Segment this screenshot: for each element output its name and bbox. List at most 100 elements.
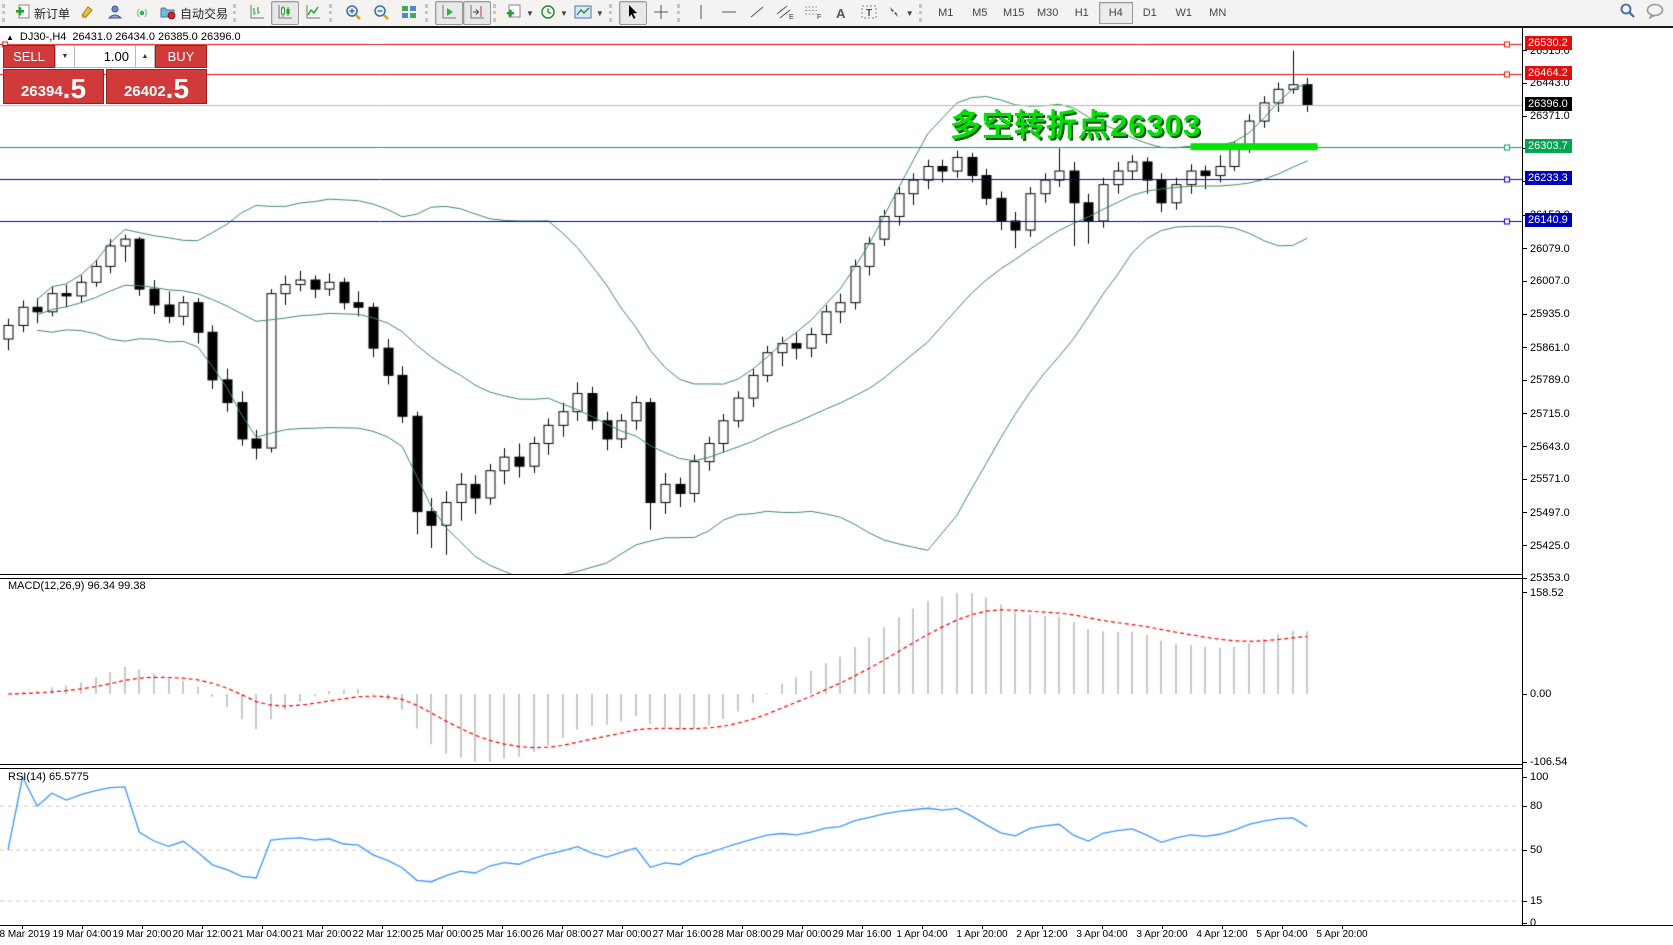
timeframe-m30-button[interactable]: M30: [1037, 7, 1059, 19]
timeframe-mn-button[interactable]: MN: [1209, 7, 1227, 19]
buy-price-pips: .5: [165, 73, 190, 104]
template-button[interactable]: ▼: [571, 1, 607, 25]
new-order-button[interactable]: 新订单: [12, 1, 73, 25]
vertical-line-button[interactable]: [687, 1, 715, 25]
horizontal-line-button[interactable]: [715, 1, 743, 25]
time-axis-label: 27 Mar 16:00: [652, 929, 712, 940]
time-axis-line: [0, 925, 1673, 926]
volume-decrease-button[interactable]: ▼: [55, 45, 75, 68]
macd-axis-tick: [1522, 761, 1527, 763]
periods-clock-icon: [540, 4, 556, 23]
autotrade-label: 自动交易: [180, 6, 229, 21]
zoom-in-button[interactable]: [339, 1, 367, 25]
signal-button[interactable]: [129, 1, 157, 25]
trendline-button[interactable]: [743, 1, 771, 25]
price-axis-tick: [1522, 545, 1527, 547]
price-axis-tick: [1522, 214, 1527, 216]
rsi-axis-tick: [1522, 922, 1527, 924]
toolbar-grip[interactable]: [233, 4, 241, 22]
time-axis-label: 5 Apr 20:00: [1316, 929, 1368, 940]
chart-bars-button[interactable]: [243, 1, 271, 25]
price-line-badge: 26303.7: [1525, 138, 1572, 153]
macd-panel-canvas[interactable]: [0, 577, 1522, 765]
signal-icon: [135, 4, 151, 23]
time-axis-label: 3 Apr 04:00: [1076, 929, 1128, 940]
macd-label: MACD(12,26,9) 96.34 99.38: [8, 580, 146, 592]
price-axis-tick: [1522, 577, 1527, 579]
timeframe-h4-button[interactable]: H4: [1098, 2, 1133, 24]
search-icon[interactable]: [1619, 2, 1636, 24]
auto-scroll-button[interactable]: [435, 1, 464, 25]
main-chart-canvas[interactable]: [0, 28, 1522, 575]
price-axis-tick: [1522, 248, 1527, 250]
zoom-in-icon: [345, 4, 362, 23]
time-axis-label: 28 Mar 08:00: [712, 929, 772, 940]
price-axis-tick-label: 25935.0: [1530, 308, 1570, 321]
buy-button[interactable]: BUY: [155, 45, 207, 68]
timeframe-m5-button[interactable]: M5: [972, 7, 988, 19]
eraser-button[interactable]: [73, 1, 101, 25]
time-axis-tick: [142, 925, 143, 929]
rsi-panel-separator[interactable]: [0, 764, 1522, 769]
price-axis-tick: [1522, 413, 1527, 415]
crosshair-button[interactable]: [647, 1, 675, 25]
time-axis-label: 20 Mar 12:00: [172, 929, 232, 940]
crosshair-icon: [653, 4, 669, 23]
toolbar-grip[interactable]: [425, 4, 433, 22]
timeframe-m15-button[interactable]: M15: [1003, 7, 1025, 19]
autotrade-icon: [160, 4, 177, 23]
toolbar-grip[interactable]: [918, 4, 927, 22]
toolbar-grip[interactable]: [676, 4, 685, 22]
toolbar-grip[interactable]: [493, 4, 501, 22]
horizontal-line-icon: [721, 4, 737, 23]
fibonacci-button[interactable]: F: [799, 1, 827, 25]
sell-button[interactable]: SELL: [3, 45, 55, 68]
price-axis-tick-label: 25643.0: [1530, 440, 1570, 453]
timeframe-h1-button[interactable]: H1: [1074, 7, 1089, 19]
new-chart-button[interactable]: ▼: [503, 1, 537, 25]
chart-text-annotation[interactable]: 多空转折点26303: [950, 108, 1202, 143]
timeframe-m1-button[interactable]: M1: [938, 7, 954, 19]
toolbar-grip[interactable]: [2, 4, 10, 22]
macd-panel-separator[interactable]: [0, 574, 1522, 579]
volume-input[interactable]: 1.00: [75, 45, 135, 68]
new-chart-icon: [506, 4, 522, 23]
rsi-axis-tick: [1522, 849, 1527, 851]
periods-button[interactable]: ▼: [537, 1, 571, 25]
text-label-button[interactable]: T: [855, 1, 883, 25]
buy-price-display[interactable]: 26402 .5: [106, 69, 207, 104]
timeframe-d1-button[interactable]: D1: [1142, 7, 1157, 19]
text-button[interactable]: A: [827, 1, 855, 25]
chart-window-border: [0, 26, 1673, 28]
chat-icon[interactable]: [1646, 3, 1665, 24]
time-axis-tick: [1222, 925, 1223, 929]
rsi-panel-canvas[interactable]: [0, 768, 1522, 925]
profile-icon: [107, 4, 123, 23]
chart-candles-button[interactable]: [271, 1, 300, 25]
time-axis-tick: [622, 925, 623, 929]
time-axis-label: 22 Mar 12:00: [352, 929, 412, 940]
rsi-axis-label: 80: [1530, 800, 1543, 813]
zoom-out-button[interactable]: [367, 1, 395, 25]
price-axis-tick: [1522, 148, 1527, 150]
chart-line-button[interactable]: [299, 1, 327, 25]
arrows-button[interactable]: ▼: [883, 1, 917, 25]
cursor-button[interactable]: [618, 1, 647, 25]
tile-windows-button[interactable]: [395, 1, 423, 25]
timeframe-w1-button[interactable]: W1: [1175, 7, 1192, 19]
price-axis-tick: [1522, 115, 1527, 117]
text-label-icon: T: [860, 4, 878, 23]
vertical-line-icon: [694, 4, 708, 23]
auto-scroll-icon: [441, 4, 457, 23]
cursor-icon: [625, 4, 641, 23]
volume-increase-button[interactable]: ▲: [135, 45, 155, 68]
trendline-icon: [749, 4, 765, 23]
profile-button[interactable]: [101, 1, 129, 25]
toolbar-grip[interactable]: [329, 4, 337, 22]
equidistant-channel-button[interactable]: E: [771, 1, 799, 25]
sell-price-display[interactable]: 26394 .5: [3, 69, 104, 104]
autotrade-button[interactable]: 自动交易: [157, 1, 231, 25]
time-axis-tick: [922, 925, 923, 929]
toolbar-grip[interactable]: [608, 4, 617, 22]
chart-shift-button[interactable]: [463, 1, 492, 25]
